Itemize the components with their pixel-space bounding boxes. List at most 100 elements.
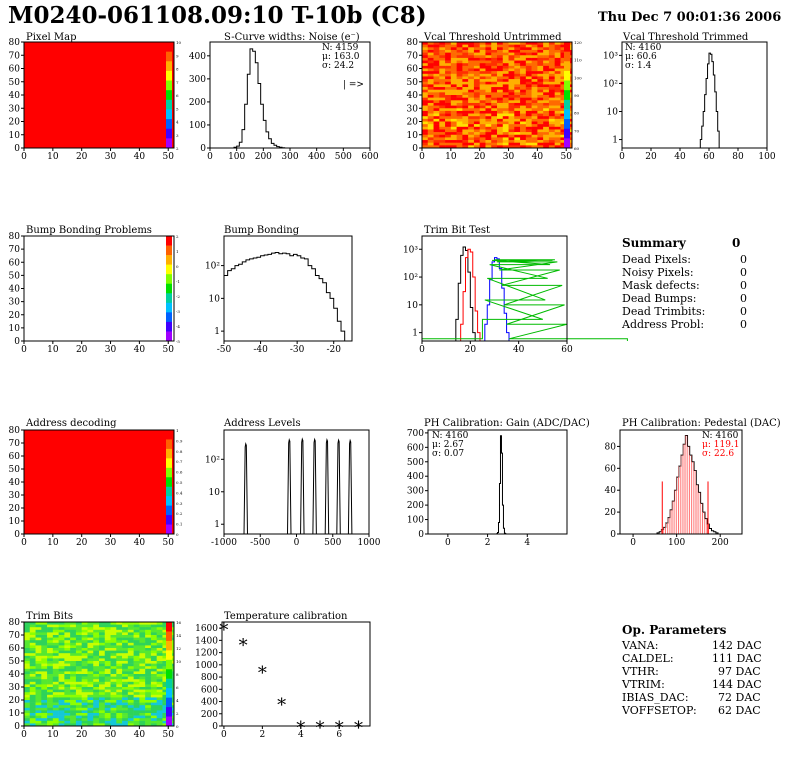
heatmap-cell [468, 121, 475, 125]
x-tick-label: 200 [712, 538, 729, 548]
heatmap-cell [514, 73, 521, 77]
heatmap-cell [445, 44, 452, 48]
heatmap-cell [543, 68, 550, 72]
palette-label: 12 [176, 646, 182, 651]
heatmap-cell [64, 684, 71, 688]
heatmap-cell [24, 655, 31, 659]
heatmap-cell [473, 124, 480, 128]
heatmap-cell [479, 108, 486, 112]
heatmap-cell [450, 60, 457, 64]
heatmap-cell [508, 113, 515, 117]
heatmap-cell [450, 73, 457, 77]
palette-label: 100 [574, 75, 582, 80]
heatmap-cell [35, 648, 42, 651]
y-tick-label: 70 [9, 631, 21, 641]
heatmap-cell [162, 622, 169, 625]
heatmap-cell [433, 79, 440, 83]
heatmap-cell [52, 694, 59, 698]
heatmap-cell [485, 55, 492, 59]
heatmap-cell [133, 702, 140, 706]
heatmap-cell [81, 648, 88, 651]
heatmap-cell [473, 113, 480, 117]
heatmap-cell [75, 710, 82, 714]
heatmap-cell [104, 668, 111, 672]
y-tick-label: 20 [9, 504, 21, 514]
heatmap-cell [87, 713, 94, 716]
heatmap-cell [145, 668, 152, 672]
heatmap-cell [445, 132, 452, 136]
heatmap-cell [525, 55, 532, 59]
heatmap-cell [35, 653, 42, 657]
heatmap-cell [133, 629, 140, 633]
heatmap-cell [145, 648, 152, 651]
heatmap-cell [75, 661, 82, 664]
heatmap-cell [58, 663, 65, 667]
heatmap-cell [58, 676, 65, 680]
heatmap-cell [554, 126, 561, 130]
heatmap-cell [520, 97, 527, 101]
heatmap-cell [514, 44, 521, 48]
heatmap-cell [427, 47, 434, 51]
heatmap-cell [485, 110, 492, 114]
heatmap-cell [110, 700, 117, 703]
heatmap-cell [531, 100, 538, 104]
heatmap-cell [525, 49, 532, 53]
heatmap-cell [41, 655, 48, 659]
heatmap-cell [560, 113, 567, 117]
heatmap-cell [468, 95, 475, 98]
heatmap-cell [122, 713, 129, 716]
heatmap-cell [462, 47, 469, 51]
heatmap-cell [110, 661, 117, 664]
heatmap-cell [514, 97, 521, 101]
heatmap-cell [70, 661, 77, 664]
heatmap-cell [41, 694, 48, 698]
heatmap-cell [64, 663, 71, 667]
heatmap-cell [543, 52, 550, 56]
y-tick-label: 50 [9, 657, 21, 667]
heatmap-cell [116, 666, 123, 670]
heatmap-cell [433, 102, 440, 106]
heatmap-cell [439, 42, 446, 45]
heatmap-cell [422, 97, 429, 101]
heatmap-cell [41, 713, 48, 716]
heatmap-cell [24, 648, 31, 651]
heatmap-cell [133, 715, 140, 719]
heatmap-cell [133, 650, 140, 654]
heatmap-cell [104, 640, 111, 644]
x-tick-label: 20 [474, 152, 486, 162]
scatter-point: * [277, 695, 286, 716]
heatmap-cell [439, 89, 446, 93]
heatmap-cell [508, 132, 515, 136]
x-tick-label: 300 [281, 152, 298, 162]
heatmap-cell [116, 689, 123, 693]
heatmap-cell [456, 145, 463, 149]
heatmap-cell [116, 637, 123, 641]
heatmap-cell [122, 640, 129, 644]
heatmap-cell [520, 68, 527, 72]
heatmap-cell [93, 663, 100, 667]
heatmap-cell [116, 679, 123, 683]
heatmap-cell [531, 116, 538, 120]
heatmap-cell [139, 663, 146, 667]
heatmap-cell [514, 113, 521, 117]
heatmap-cell [531, 73, 538, 77]
heatmap-cell [116, 658, 123, 662]
heatmap-cell [99, 632, 106, 636]
stats-line: μ: 119.1 [702, 440, 740, 450]
heatmap-cell [543, 129, 550, 133]
heatmap-cell [122, 689, 129, 693]
heatmap-cell [491, 113, 498, 117]
palette-swatch [166, 245, 172, 256]
heatmap-cell [35, 624, 42, 628]
heatmap-cell [47, 629, 54, 633]
heatmap-cell [520, 126, 527, 130]
heatmap-cell [93, 697, 100, 701]
heatmap-cell [58, 697, 65, 701]
heatmap-cell [139, 720, 146, 724]
palette-swatch [166, 236, 172, 246]
heatmap-cell [35, 671, 42, 675]
heatmap-cell [531, 89, 538, 93]
heatmap-cell [162, 645, 169, 649]
stats-line: μ: 2.67 [432, 440, 464, 450]
heatmap-cell [99, 668, 106, 672]
